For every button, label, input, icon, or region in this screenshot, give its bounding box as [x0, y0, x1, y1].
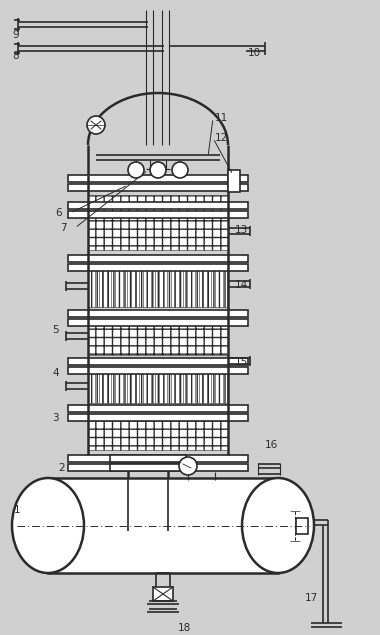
Ellipse shape [12, 478, 84, 573]
Text: 4: 4 [52, 368, 59, 378]
Bar [88, 320, 228, 355]
Text: 1: 1 [14, 505, 21, 515]
Text: 3: 3 [52, 413, 59, 423]
Text: 9: 9 [12, 30, 19, 40]
Bar [153, 587, 173, 601]
Text: 8: 8 [12, 51, 19, 61]
Text: 7: 7 [60, 223, 66, 233]
Bar [68, 358, 248, 365]
Bar [110, 464, 186, 471]
Bar [68, 202, 248, 209]
Text: 18: 18 [178, 623, 191, 633]
Bar [68, 414, 248, 421]
Bar [68, 255, 248, 262]
Circle shape [172, 162, 188, 178]
Bar [68, 455, 248, 462]
Bar [68, 405, 248, 412]
Bar [48, 478, 278, 573]
Bar [68, 310, 248, 317]
Text: 14: 14 [235, 280, 248, 290]
Circle shape [150, 162, 166, 178]
Bar [68, 319, 248, 326]
Ellipse shape [242, 478, 314, 573]
Bar [228, 170, 240, 192]
Bar [88, 195, 228, 250]
Text: 2: 2 [58, 463, 65, 473]
Circle shape [179, 457, 197, 475]
Bar [88, 265, 228, 307]
Text: 15: 15 [235, 357, 248, 367]
Text: 16: 16 [265, 440, 278, 450]
Text: 5: 5 [52, 325, 59, 335]
Text: 13: 13 [235, 225, 248, 235]
Bar [68, 464, 248, 471]
Bar [68, 211, 248, 218]
Text: 12: 12 [215, 133, 228, 143]
Text: 6: 6 [55, 208, 62, 218]
Bar [110, 455, 186, 462]
Bar [68, 184, 248, 191]
Circle shape [128, 162, 144, 178]
Bar [88, 415, 228, 450]
Bar [296, 518, 308, 533]
Text: 11: 11 [215, 113, 228, 123]
Text: 17: 17 [305, 593, 318, 603]
Bar [68, 264, 248, 271]
Circle shape [87, 116, 105, 134]
Bar [68, 367, 248, 374]
Text: 10: 10 [248, 48, 261, 58]
Bar [88, 370, 228, 403]
Bar [68, 175, 248, 182]
